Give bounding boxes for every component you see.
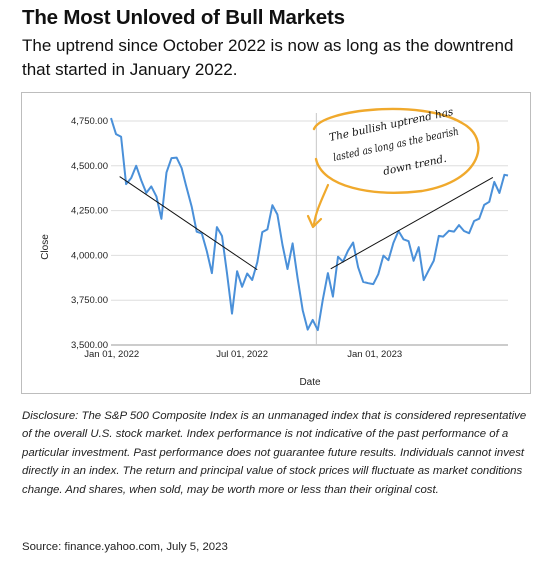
- y-tick-label: 4,000.00: [71, 250, 108, 261]
- y-tick-label: 3,500.00: [71, 340, 108, 351]
- downtrend-line: [119, 176, 258, 271]
- uptrend-line: [330, 177, 494, 270]
- annotation-circle: [312, 107, 480, 194]
- y-tick-label: 4,750.00: [71, 116, 108, 127]
- x-axis-label: Date: [299, 377, 321, 388]
- y-tick-label: 4,250.00: [71, 206, 108, 217]
- y-tick-label: 3,750.00: [71, 295, 108, 306]
- annotation-arrow-head: [306, 214, 323, 229]
- source-text: Source: finance.yahoo.com, July 5, 2023: [22, 541, 228, 553]
- y-axis-label: Close: [40, 234, 51, 260]
- line-chart: 4,750.00 4,500.00 4,250.00 4,000.00 3,750.00…: [40, 106, 509, 388]
- annotation-line-3: down trend.: [382, 153, 447, 178]
- x-axis-ticks: Jan 01, 2022 Jul 01, 2022 Jan 01, 2023: [84, 349, 402, 360]
- annotation-arrow: [312, 183, 330, 226]
- y-axis-ticks: 4,750.00 4,500.00 4,250.00 4,000.00 3,750.00…: [71, 116, 108, 351]
- grid-lines: [111, 120, 508, 346]
- x-tick-label: Jan 01, 2023: [347, 349, 402, 360]
- annotation-callout: The bullish uptrend has lasted as long a…: [306, 106, 480, 229]
- disclosure-text: Disclosure: The S&P 500 Composite Index …: [22, 410, 527, 496]
- chart-title: The Most Unloved of Bull Markets: [22, 6, 345, 29]
- chart-subtitle: The uptrend since October 2022 is now as…: [22, 36, 514, 79]
- x-tick-label: Jul 01, 2022: [216, 349, 268, 360]
- chart-frame: 4,750.00 4,500.00 4,250.00 4,000.00 3,750.00…: [21, 92, 531, 394]
- y-tick-label: 4,500.00: [71, 161, 108, 172]
- series-line-close: [110, 117, 509, 332]
- x-tick-label: Jan 01, 2022: [84, 349, 139, 360]
